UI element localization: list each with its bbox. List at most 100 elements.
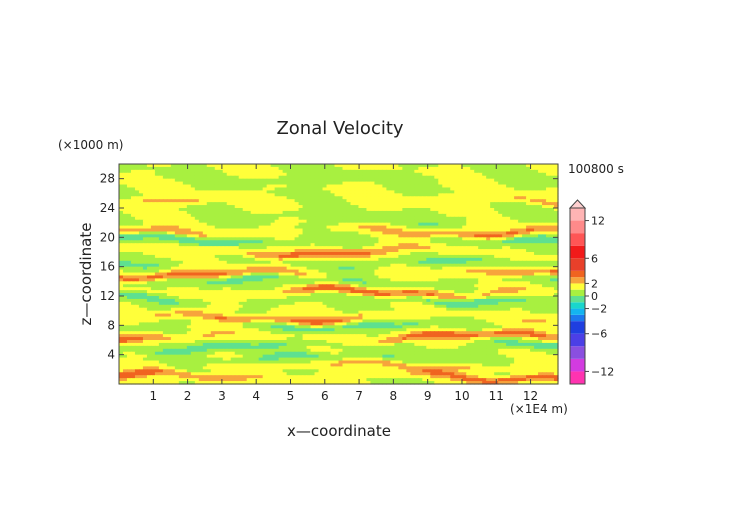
- field-cell: [266, 187, 272, 191]
- field-cell: [294, 216, 300, 221]
- field-cell: [418, 222, 423, 227]
- field-cell: [130, 290, 136, 294]
- field-cell: [454, 266, 459, 271]
- field-cell: [546, 240, 551, 244]
- field-cell: [350, 169, 356, 174]
- field-cell: [554, 243, 559, 247]
- field-cell: [306, 164, 312, 168]
- field-cell: [250, 296, 256, 300]
- field-cell: [446, 269, 451, 274]
- field-cell: [442, 254, 447, 259]
- field-cell: [446, 184, 451, 189]
- field-cell: [526, 254, 531, 259]
- field-cell: [502, 284, 507, 288]
- field-cell: [534, 193, 539, 197]
- field-cell: [246, 169, 252, 174]
- field-cell: [190, 249, 196, 253]
- field-cell: [198, 164, 204, 168]
- field-cell: [486, 246, 491, 250]
- field-cell: [442, 193, 447, 197]
- field-cell: [354, 234, 360, 238]
- field-cell: [202, 225, 208, 230]
- field-cell: [522, 202, 527, 206]
- field-cell: [122, 234, 128, 238]
- field-cell: [382, 231, 387, 235]
- field-cell: [430, 237, 435, 241]
- field-cell: [174, 196, 180, 200]
- field-cell: [326, 210, 332, 215]
- field-cell: [458, 222, 463, 227]
- field-cell: [358, 284, 364, 288]
- field-cell: [126, 269, 132, 274]
- field-cell: [490, 199, 495, 203]
- field-cell: [426, 275, 431, 279]
- field-cell: [214, 175, 220, 180]
- field-cell: [434, 205, 439, 209]
- field-cell: [438, 225, 443, 230]
- field-cell: [486, 225, 491, 230]
- field-cell: [482, 252, 487, 256]
- field-cell: [330, 199, 336, 203]
- field-cell: [194, 219, 200, 224]
- field-cell: [554, 234, 559, 238]
- field-cell: [510, 216, 515, 221]
- field-cell: [482, 205, 487, 209]
- field-cell: [262, 234, 268, 238]
- field-cell: [270, 237, 276, 241]
- field-cell: [146, 246, 152, 250]
- field-cell: [198, 208, 204, 212]
- field-cell: [542, 225, 547, 230]
- field-cell: [142, 266, 148, 271]
- field-cell: [250, 216, 256, 221]
- field-cell: [350, 260, 356, 265]
- field-cell: [462, 263, 467, 268]
- field-cell: [498, 164, 503, 168]
- field-cell: [278, 199, 284, 203]
- field-cell: [510, 178, 515, 183]
- field-cell: [402, 272, 407, 277]
- field-cell: [158, 269, 164, 274]
- field-cell: [534, 210, 539, 215]
- field-cell: [318, 293, 324, 297]
- field-cell: [554, 205, 559, 209]
- field-cell: [138, 193, 144, 197]
- field-cell: [350, 257, 356, 262]
- field-cell: [270, 243, 276, 247]
- field-cell: [178, 257, 184, 262]
- field-cell: [490, 190, 495, 194]
- field-cell: [182, 175, 188, 180]
- field-cell: [498, 222, 503, 227]
- field-cell: [182, 243, 188, 247]
- field-cell: [190, 205, 196, 209]
- field-cell: [358, 246, 364, 250]
- field-cell: [178, 216, 184, 221]
- field-cell: [338, 172, 344, 177]
- field-cell: [226, 213, 232, 218]
- field-cell: [222, 252, 228, 256]
- field-cell: [186, 181, 192, 186]
- field-cell: [286, 219, 292, 224]
- field-cell: [498, 246, 503, 250]
- field-cell: [522, 178, 527, 183]
- field-cell: [198, 278, 204, 282]
- field-cell: [346, 166, 352, 171]
- field-cell: [302, 202, 308, 206]
- field-cell: [318, 252, 324, 256]
- field-cell: [550, 193, 555, 197]
- field-cell: [442, 249, 447, 253]
- field-cell: [446, 199, 451, 203]
- field-cell: [326, 202, 332, 206]
- field-cell: [390, 208, 395, 212]
- field-cell: [382, 205, 387, 209]
- field-cell: [414, 278, 419, 282]
- field-cell: [270, 169, 276, 174]
- field-cell: [526, 272, 531, 277]
- field-cell: [270, 231, 276, 235]
- field-cell: [266, 184, 272, 189]
- field-cell: [406, 287, 411, 291]
- field-cell: [382, 275, 387, 279]
- field-cell: [402, 243, 407, 247]
- field-cell: [274, 243, 280, 247]
- field-cell: [282, 275, 288, 279]
- field-cell: [434, 172, 439, 177]
